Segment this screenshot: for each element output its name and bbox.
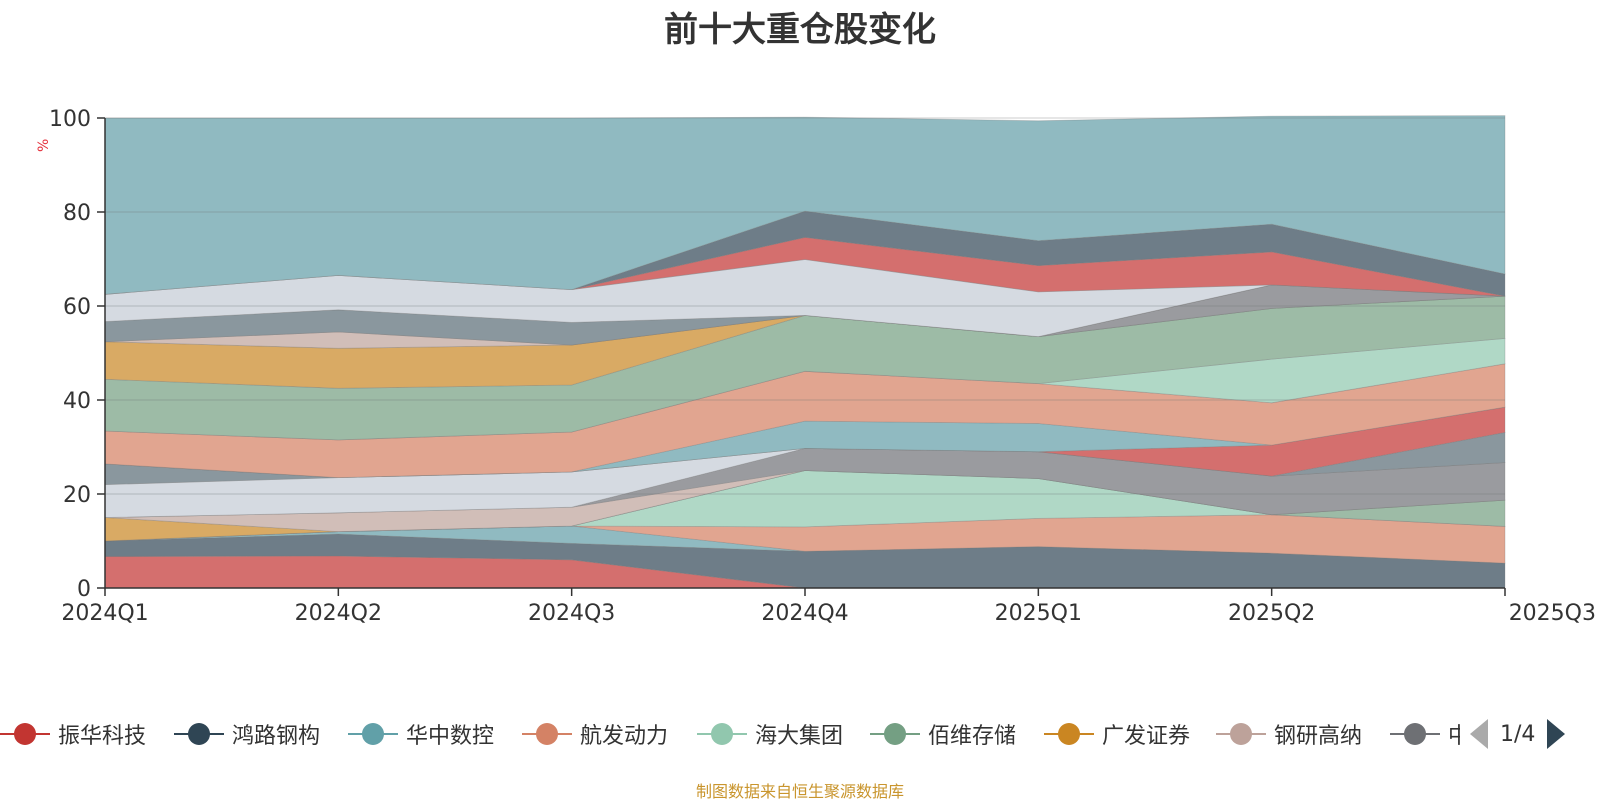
legend-item[interactable]: 海大集团	[697, 716, 843, 752]
data-source-footer: 制图数据来自恒生聚源数据库	[695, 782, 904, 801]
legend-item[interactable]: 航发动力	[522, 716, 668, 752]
legend-label: 航发动力	[580, 724, 669, 749]
y-tick-label: 60	[63, 295, 91, 320]
x-tick-label: 2024Q3	[528, 601, 615, 626]
legend-label: 佰维存储	[928, 724, 1017, 749]
legend-prev-page-icon[interactable]	[1470, 719, 1488, 749]
x-tick-label: 2024Q1	[61, 601, 148, 626]
legend-label: 广发证券	[1102, 724, 1191, 749]
legend-item[interactable]: 振华科技	[0, 716, 146, 752]
x-tick-label: 2025Q3	[1509, 601, 1596, 626]
x-tick-label: 2024Q4	[761, 601, 848, 626]
legend-label: 海大集团	[755, 724, 844, 749]
legend-label: 振华科技	[58, 724, 147, 749]
area-series-12[interactable]	[104, 406, 1506, 479]
legend: 振华科技 鸿路钢构 华中数控 航发动力 海大集团 佰维存储 广发证券 钢研高纳 中	[0, 716, 1460, 752]
y-tick-label: 0	[77, 577, 91, 602]
area-series-4[interactable]	[104, 514, 1506, 564]
area-series-group	[104, 115, 1506, 589]
y-tick-label: 80	[63, 201, 91, 226]
legend-marker-icon	[1390, 722, 1440, 746]
legend-label: 华中数控	[406, 724, 495, 749]
legend-marker-icon	[1044, 722, 1094, 746]
legend-item[interactable]: 中	[1390, 716, 1460, 752]
grid-lines	[105, 117, 1505, 495]
legend-next-page-icon[interactable]	[1547, 719, 1566, 749]
y-tick-label: 100	[49, 107, 91, 132]
legend-marker-icon	[522, 722, 572, 746]
legend-marker-icon	[0, 722, 50, 746]
legend-label: 钢研高纳	[1274, 724, 1363, 749]
legend-item[interactable]: 广发证券	[1044, 716, 1190, 752]
legend-page-indicator: 1/4	[1500, 721, 1536, 747]
legend-pager: 1/4	[1470, 716, 1566, 752]
y-tick-label: 20	[63, 483, 91, 508]
legend-label: 中	[1448, 724, 1460, 749]
legend-marker-icon	[174, 722, 224, 746]
y-tick-label: 40	[63, 389, 91, 414]
x-tick-label: 2025Q1	[995, 601, 1082, 626]
legend-marker-icon	[870, 722, 920, 746]
legend-label: 鸿路钢构	[232, 724, 321, 749]
axes: 0 20 40 60 80 100 2024Q1 2024Q2 2024Q3 2024Q4 2025…	[49, 107, 1596, 626]
legend-item[interactable]: 华中数控	[348, 716, 494, 752]
x-tick-label: 2025Q2	[1228, 601, 1315, 626]
chart-title: 前十大重仓股变化	[664, 10, 936, 50]
legend-item[interactable]: 钢研高纳	[1216, 716, 1362, 752]
legend-marker-icon	[1216, 722, 1266, 746]
area-series-24[interactable]	[104, 115, 1506, 295]
legend-marker-icon	[697, 722, 747, 746]
legend-item[interactable]: 鸿路钢构	[174, 716, 320, 752]
legend-item[interactable]: 佰维存储	[870, 716, 1016, 752]
x-tick-label: 2024Q2	[295, 601, 382, 626]
area-series-11[interactable]	[104, 431, 1506, 486]
legend-marker-icon	[348, 722, 398, 746]
y-axis-unit-label: %	[36, 138, 52, 152]
